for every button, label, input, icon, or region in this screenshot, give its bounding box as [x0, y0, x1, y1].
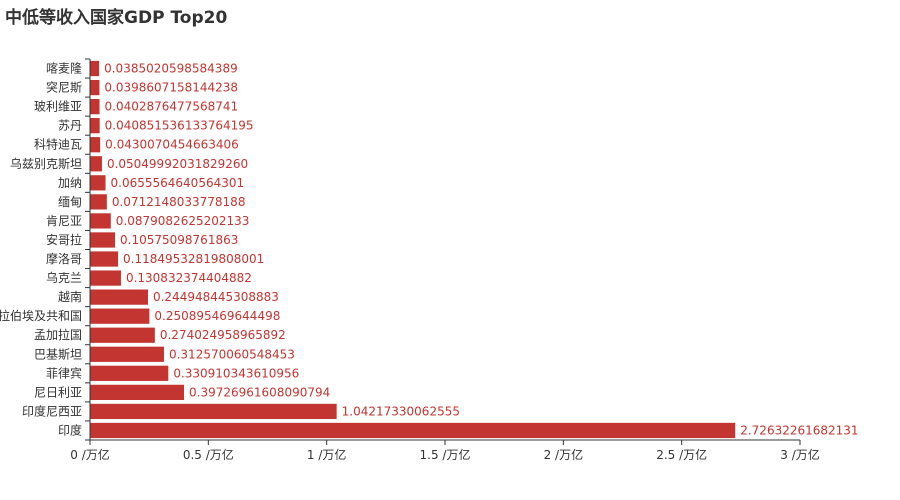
bar[interactable]: [90, 156, 102, 172]
bar[interactable]: [90, 289, 148, 305]
y-tick-label: 突尼斯: [46, 80, 82, 95]
labels-layer: 2.72632261682131 1.04217330062555 0.397269…: [104, 62, 858, 438]
bar[interactable]: [90, 118, 100, 134]
y-tick-label: 缅甸: [58, 195, 82, 209]
data-label: 0.250895469644498: [154, 309, 280, 323]
bar[interactable]: [90, 60, 100, 77]
data-label: 0.0712148033778188: [112, 195, 246, 209]
y-tick-label: 苏丹: [58, 119, 82, 133]
data-label: 0.330910343610956: [173, 366, 299, 380]
bar[interactable]: [90, 194, 107, 210]
bar[interactable]: [90, 251, 119, 267]
x-tick-label: 0 /万亿: [70, 447, 110, 462]
x-tick-label: 1 /万亿: [307, 447, 347, 462]
y-tick-label: 菲律宾: [46, 365, 82, 380]
bar[interactable]: [90, 346, 164, 362]
bar[interactable]: [90, 422, 736, 439]
y-tick-label: 肯尼亚: [46, 214, 82, 228]
y-tick-label: 安哥拉: [46, 232, 82, 247]
data-label: 0.274024958965892: [160, 328, 286, 342]
data-label: 1.04217330062555: [342, 404, 460, 418]
bar[interactable]: [90, 213, 111, 229]
y-tick-label: 印度: [58, 422, 82, 437]
x-tick-label: 0.5 /万亿: [183, 447, 234, 462]
y-tick-label: 巴基斯坦: [34, 347, 82, 361]
data-label: 0.39726961608090794: [189, 385, 330, 399]
data-label: 0.312570060548453: [169, 347, 295, 361]
bar[interactable]: [90, 79, 100, 96]
data-label: 0.0655564640564301: [111, 176, 245, 190]
y-tick-label: 印度尼西亚: [22, 403, 82, 418]
y-tick-label: 孟加拉国: [34, 327, 82, 342]
y-tick-label: 阿拉伯埃及共和国: [0, 308, 82, 323]
y-tick-label: 尼日利亚: [34, 385, 82, 399]
bar[interactable]: [90, 384, 185, 400]
data-label: 0.10575098761863: [120, 233, 238, 247]
bar[interactable]: [90, 308, 150, 324]
bar[interactable]: [90, 365, 169, 381]
bars-layer: [90, 60, 736, 439]
bar[interactable]: [90, 99, 100, 115]
y-tick-label: 喀麦隆: [46, 61, 82, 76]
data-label: 0.05049992031829260: [107, 157, 248, 171]
y-tick-label: 乌兹别克斯坦: [10, 156, 82, 171]
data-label: 0.130832374404882: [126, 271, 252, 285]
y-tick-label: 玻利维亚: [34, 100, 82, 114]
bar[interactable]: [90, 137, 101, 153]
x-tick-label: 3 /万亿: [780, 447, 820, 462]
bar[interactable]: [90, 232, 116, 248]
x-tick-label: 1.5 /万亿: [420, 447, 471, 462]
chart-title: 中低等收入国家GDP Top20: [5, 8, 228, 28]
y-tick-label: 摩洛哥: [46, 251, 82, 266]
data-label: 0.244948445308883: [153, 290, 279, 304]
data-label: 0.040851536133764195: [105, 119, 254, 133]
data-label: 0.0879082625202133: [116, 214, 250, 228]
y-tick-label: 乌克兰: [46, 270, 82, 285]
data-label: 0.0398607158144238: [104, 81, 238, 95]
data-label: 0.0385020598584389: [104, 62, 238, 76]
y-tick-label: 科特迪瓦: [34, 137, 82, 152]
data-label: 0.0402876477568741: [105, 100, 239, 114]
x-tick-label: 2.5 /万亿: [656, 447, 707, 462]
bar[interactable]: [90, 270, 121, 286]
axis-layer: 印度 印度尼西亚 尼日利亚 菲律宾 巴基斯坦 孟加拉国 阿拉伯埃及共和国 越南 乌克兰 摩洛哥 安哥…: [0, 58, 820, 462]
y-tick-label: 加纳: [58, 176, 82, 190]
bar[interactable]: [90, 403, 337, 420]
data-label: 0.0430070454663406: [105, 138, 239, 152]
x-tick-label: 2 /万亿: [544, 447, 584, 462]
bar[interactable]: [90, 175, 106, 191]
data-label: 0.11849532819808001: [123, 252, 264, 266]
bar[interactable]: [90, 327, 155, 343]
data-label: 2.72632261682131: [740, 423, 858, 437]
y-tick-label: 越南: [58, 289, 82, 304]
